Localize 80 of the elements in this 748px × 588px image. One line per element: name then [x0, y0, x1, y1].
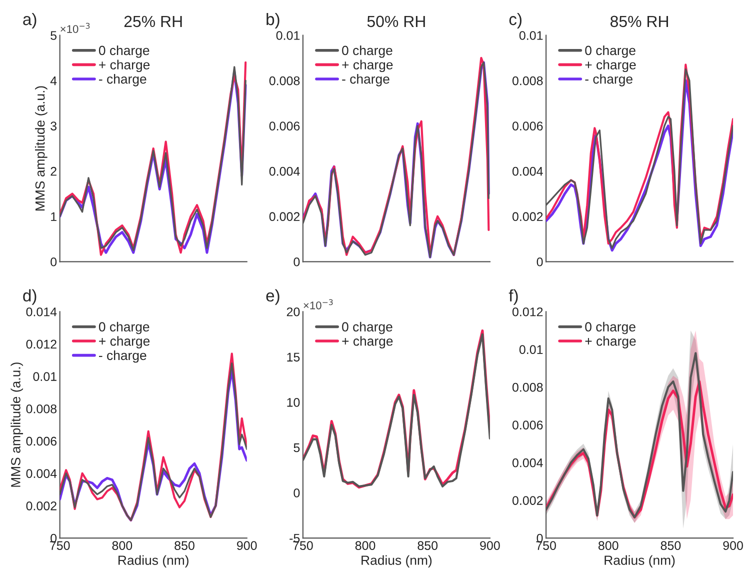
legend-label: 0 charge — [585, 322, 636, 334]
legend-label: + charge — [99, 336, 150, 348]
y-tick-label: 0.004 — [512, 166, 543, 176]
y-tick-label: 0 — [294, 257, 300, 266]
text: f) — [508, 289, 518, 305]
y-tick-label: 4 — [50, 76, 57, 86]
legend-label: 0 charge — [98, 322, 150, 334]
legend-label: + charge — [99, 60, 150, 72]
y-axis-title: MMS amplitude (a.u.) — [35, 86, 48, 210]
legend-label: - charge — [99, 74, 146, 86]
y-tick-label: 3 — [50, 122, 57, 130]
chart-title: 25% RH — [124, 16, 182, 28]
chart-title: 50% RH — [367, 16, 425, 28]
y-tick-label: 0.012 — [26, 340, 56, 349]
x-tick-label: 850 — [174, 541, 194, 550]
y-tick-label: 10 — [287, 398, 300, 407]
x-tick-label: 750 — [50, 541, 70, 550]
y-tick-label: 0.014 — [26, 307, 57, 316]
x-tick-label: 850 — [418, 541, 438, 550]
y-tick-label: 0.006 — [26, 436, 57, 446]
legend-label: + charge — [585, 60, 636, 72]
x-axis-title: Radius (nm) — [604, 555, 675, 568]
y-tick-label: 0.004 — [26, 469, 57, 478]
y-tick-label: 0.008 — [26, 404, 57, 414]
legend-label: - charge — [342, 74, 390, 86]
legend-label: 0 charge — [585, 45, 636, 58]
y-tick-label: 0.006 — [269, 122, 300, 130]
y-tick-label: 5 — [50, 31, 57, 40]
x-tick-label: 900 — [237, 541, 257, 550]
x-axis-title: Radius (nm) — [362, 555, 432, 568]
y-tick-label: 1 — [51, 212, 56, 221]
y-tick-label: 0.008 — [269, 76, 300, 86]
x-tick-label: 750 — [293, 541, 313, 550]
x-tick-label: 900 — [723, 541, 743, 550]
y-tick-label: 2 — [50, 166, 56, 176]
legend-label: 0 charge — [98, 45, 150, 58]
legend-label: - charge — [585, 74, 632, 86]
y-tick-label: 0.008 — [512, 76, 543, 86]
x-axis-title: Radius (nm) — [118, 555, 188, 568]
legend-label: 0 charge — [342, 322, 392, 334]
chart-title: 85% RH — [610, 16, 668, 28]
y-tick-label: 0 — [50, 257, 57, 266]
text: c) — [509, 12, 522, 28]
y-tick-label: 0 — [294, 488, 300, 498]
y-tick-label: 0.002 — [269, 212, 300, 222]
legend-label: + charge — [585, 336, 636, 348]
x-tick-label: 850 — [660, 541, 681, 550]
y-tick-label: 0.012 — [512, 307, 543, 316]
legend-label: + charge — [342, 60, 393, 72]
x-tick-label: 750 — [536, 541, 556, 550]
x-tick-label: 900 — [480, 541, 500, 550]
y-tick-label: 0.004 — [269, 166, 300, 176]
y-tick-label: 0.01 — [276, 31, 300, 40]
x-tick-label: 800 — [355, 541, 376, 550]
text: a) — [23, 12, 36, 28]
y-tick-label: 0.004 — [512, 458, 543, 468]
text: b) — [266, 12, 280, 28]
y-tick-label: 0.006 — [512, 122, 543, 130]
y-tick-label: 0.01 — [519, 345, 543, 354]
legend-label: + charge — [342, 336, 393, 348]
y-tick-label: 0.002 — [512, 212, 543, 222]
y-tick-label: 0.002 — [26, 501, 56, 510]
y-tick-label: 0.01 — [519, 31, 543, 40]
legend-label: - charge — [99, 350, 146, 363]
y-tick-label: 20 — [286, 307, 300, 316]
text: d) — [23, 289, 36, 305]
y-tick-label: 0.01 — [33, 372, 56, 381]
x-tick-label: 800 — [112, 541, 132, 550]
y-tick-label: 15 — [287, 352, 300, 362]
y-tick-label: 5 — [294, 443, 300, 452]
text: ×10$^{−3}$ — [60, 22, 90, 33]
y-axis-title: MMS amplitude (a.u.) — [10, 362, 24, 487]
x-tick-label: 800 — [598, 541, 618, 550]
text: ×10$^{−3}$ — [304, 299, 333, 310]
legend-label: 0 charge — [342, 45, 392, 58]
y-tick-label: 0.006 — [512, 420, 543, 430]
text: e) — [266, 289, 280, 305]
y-tick-label: 0.008 — [512, 382, 543, 392]
y-tick-label: 0.002 — [512, 496, 543, 505]
y-tick-label: 0 — [536, 257, 543, 266]
